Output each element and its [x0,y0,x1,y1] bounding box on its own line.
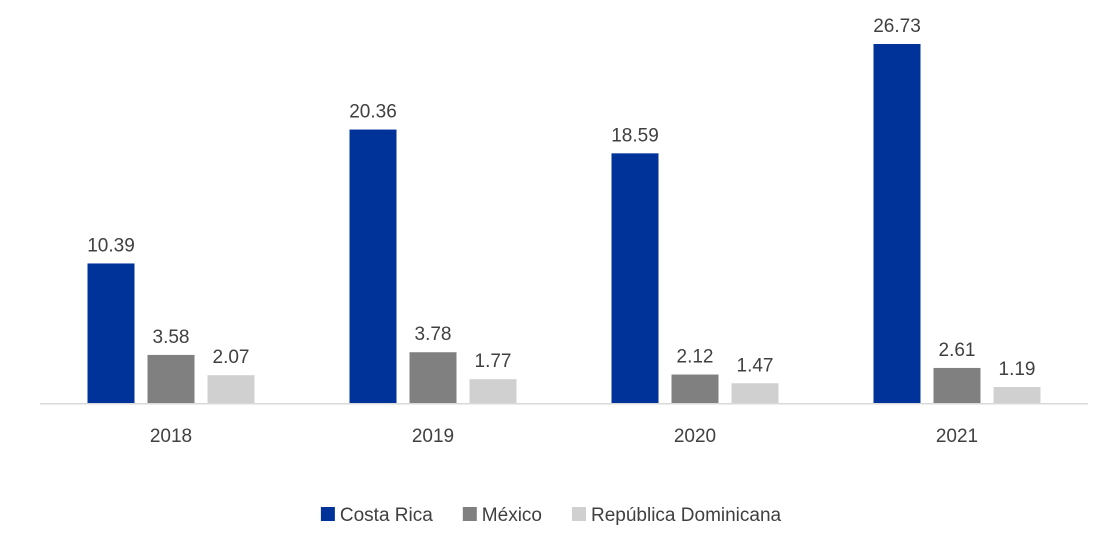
bar-2021-méxico [933,367,981,403]
data-label: 18.59 [611,125,659,146]
data-label: 10.39 [87,235,135,256]
x-tick-label: 2019 [412,426,454,447]
bar-2020-costa-rica [611,153,659,403]
data-label: 3.58 [153,327,190,348]
legend-label: Costa Rica [340,505,433,526]
bar-2020-méxico [671,374,719,403]
bar-2019-costa-rica [349,129,397,404]
legend-swatch [320,507,335,521]
bar-2018-costa-rica [87,263,135,403]
data-label: 3.78 [415,324,452,345]
value-labels-group: 10.39 3.58 2.07 20.36 3.78 1.77 18.59 2.12 1.47 2… [87,16,1035,380]
legend-swatch [462,507,477,521]
legend-label: México [482,505,542,526]
x-tick-label: 2018 [150,426,192,447]
data-label: 2.61 [939,340,976,361]
legend-label: República Dominicana [591,505,782,526]
bars-group [87,44,1041,404]
bar-2019-república-dominicana [469,379,517,403]
data-label: 20.36 [349,102,397,123]
data-label: 1.19 [999,359,1036,380]
legend-swatch [572,507,586,521]
data-label: 26.73 [873,16,921,37]
data-label: 1.47 [737,355,774,376]
data-label: 2.12 [677,347,714,368]
bar-2021-república-dominicana [993,387,1041,403]
bar-2018-méxico [147,354,195,403]
x-tick-label: 2020 [674,426,716,447]
x-axis-tick-labels: 2018 2019 2020 2021 [150,426,978,447]
x-tick-label: 2021 [936,426,978,447]
bar-2019-méxico [409,352,457,403]
data-label: 1.77 [475,351,512,372]
bar-2018-república-dominicana [207,375,255,403]
bar-2020-república-dominicana [731,383,779,403]
bar-2021-costa-rica [873,44,921,403]
data-label: 2.07 [213,347,250,368]
legend: Costa Rica México República Dominicana [320,505,782,526]
